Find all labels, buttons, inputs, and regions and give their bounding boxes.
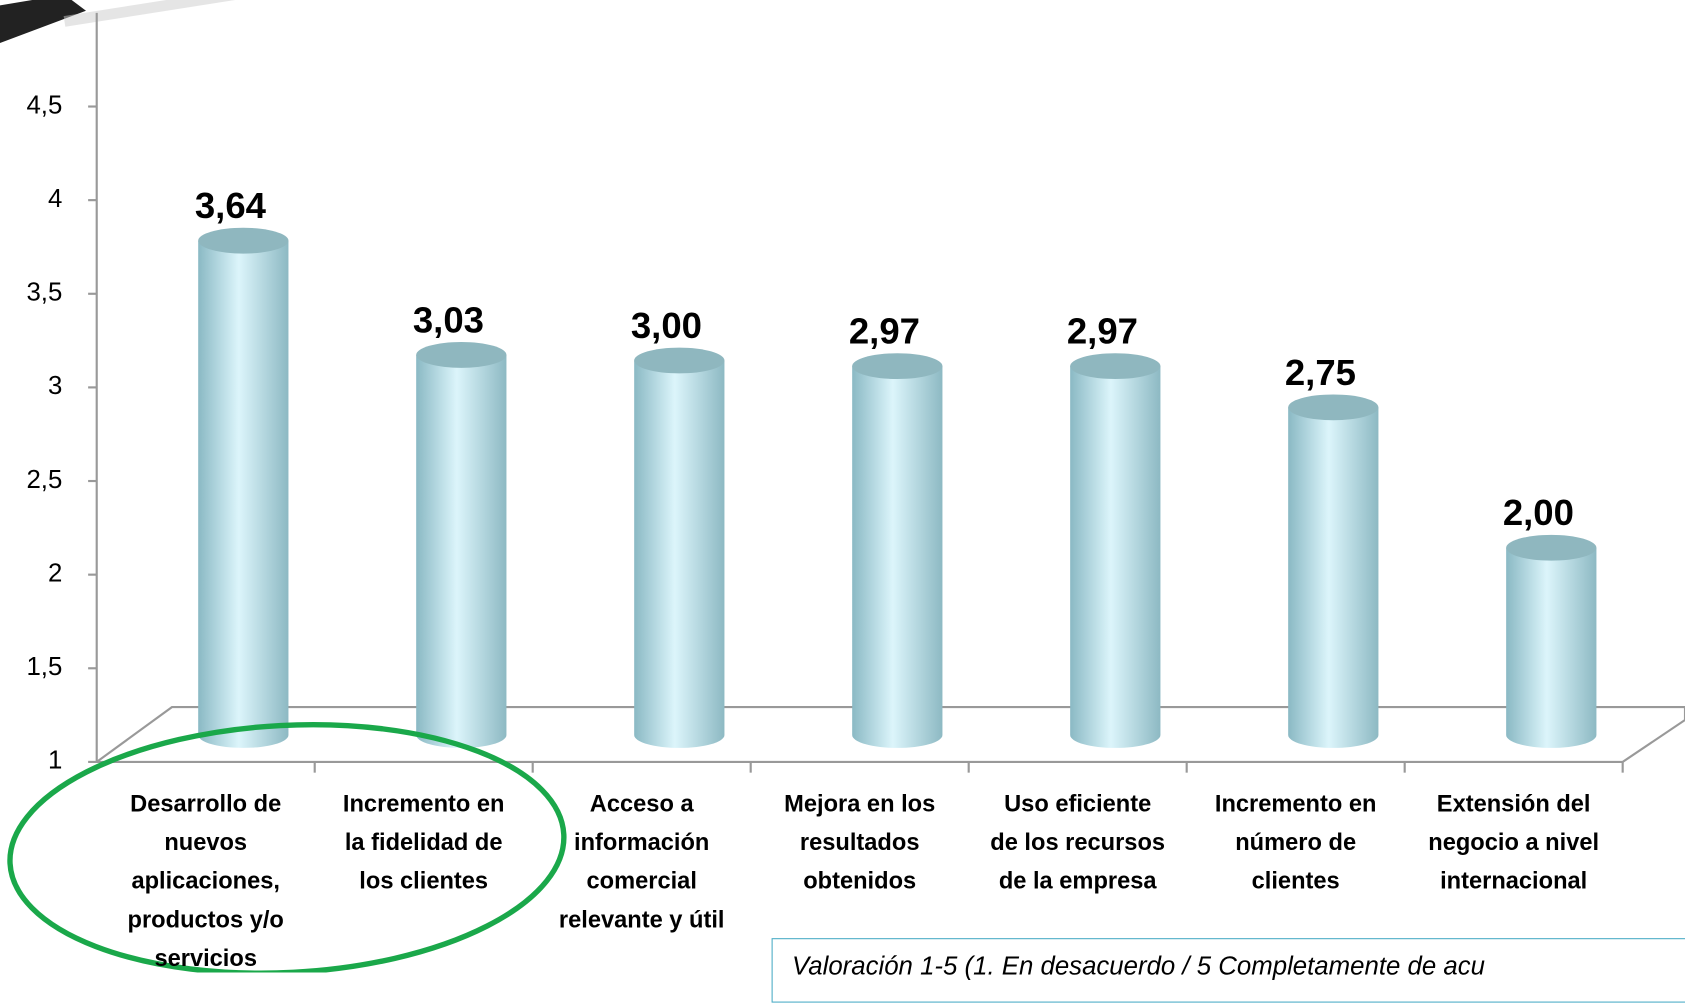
cylinder-body	[1288, 407, 1379, 748]
cylinder-top	[198, 227, 289, 254]
bar	[416, 342, 507, 748]
cylinder-body	[1506, 547, 1597, 748]
cylinder-body	[1070, 366, 1161, 748]
bar	[1288, 394, 1379, 748]
decoration	[63, 0, 236, 27]
value-label: 2,97	[849, 311, 920, 352]
annotation: Valoración 1-5 (1. En desacuerdo / 5 Com…	[771, 938, 1685, 1003]
cylinder-top	[1506, 534, 1597, 561]
y-tick-label: 3	[48, 372, 62, 400]
y-tick-label: 4	[48, 185, 62, 213]
x-tick-label: Extensión del negocio a nivel internacio…	[1428, 789, 1600, 895]
y-tick-label: 1,5	[26, 653, 62, 681]
cylinder-top	[1070, 353, 1161, 380]
cylinder-top	[416, 342, 507, 368]
x-tick-label: Acceso a información comercial relevante…	[558, 789, 725, 933]
bar	[1070, 353, 1161, 748]
cylinder-body	[198, 240, 289, 748]
x-tick-label: Desarrollo de nuevos aplicaciones, produ…	[127, 789, 284, 972]
decoration	[0, 0, 86, 43]
cylinder-top	[852, 353, 943, 380]
value-label: 3,64	[195, 185, 267, 226]
value-label: 2,00	[1503, 492, 1574, 533]
cylinder-body	[852, 366, 943, 748]
x-tick-label: Incremento en la fidelidad de los client…	[342, 789, 505, 895]
bar	[852, 353, 943, 748]
chart: 1 1,5 2 2,5 3 3,5 4 4,5 3,64 3,03 3,00 2,97 2,97 2,75…	[0, 0, 1685, 973]
bar	[198, 227, 289, 748]
y-tick-label: 1	[48, 747, 62, 775]
bar	[1506, 534, 1597, 748]
value-label: 3,03	[413, 299, 484, 340]
x-tick-label: Uso eficiente de los recursos de la empr…	[990, 789, 1166, 895]
cylinder-body	[416, 354, 507, 748]
y-tick-label: 2	[48, 559, 62, 587]
value-label: 3,00	[631, 305, 702, 346]
cylinder-top	[634, 347, 725, 374]
value-label: 2,75	[1285, 352, 1356, 393]
value-label: 2,97	[1067, 311, 1138, 352]
cylinder-top	[1288, 394, 1379, 421]
x-tick-label: Mejora en los resultados obtenidos	[784, 789, 936, 895]
cylinder-body	[634, 360, 725, 748]
x-tick-label: Incremento en número de clientes	[1214, 789, 1377, 895]
y-tick-label: 4,5	[26, 91, 62, 119]
bar	[634, 347, 725, 748]
y-tick-label: 2,5	[26, 466, 62, 494]
y-tick-label: 3,5	[26, 279, 62, 307]
